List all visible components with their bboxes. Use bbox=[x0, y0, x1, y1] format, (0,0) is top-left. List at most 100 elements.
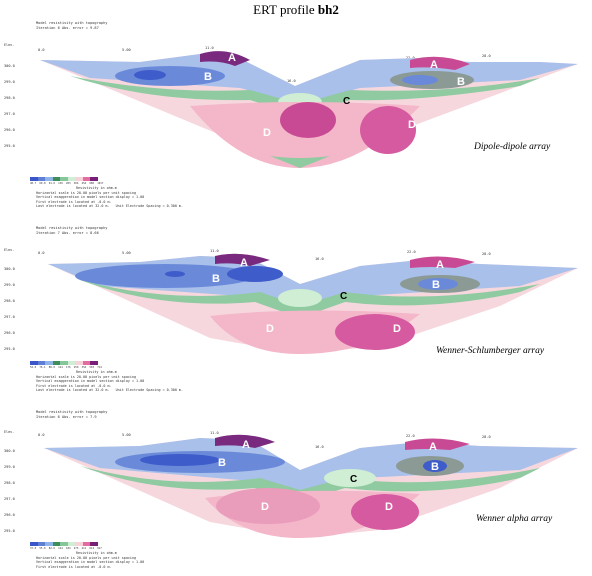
legend-swatch bbox=[30, 177, 38, 181]
zone-b-left-core bbox=[134, 70, 166, 80]
legend-swatch bbox=[82, 361, 90, 365]
elev-tick: 300.0 bbox=[4, 64, 15, 68]
vert-note: Vertical exaggeration in model section d… bbox=[36, 379, 145, 384]
zone-label-d: D bbox=[408, 119, 416, 131]
tick-label: 0.0 bbox=[38, 433, 45, 437]
legend-swatch bbox=[90, 542, 98, 546]
zone-label-d: D bbox=[385, 501, 393, 513]
panel-dipole-dipole: Model resistivity with topography Iterat… bbox=[0, 18, 592, 208]
zone-a-right bbox=[410, 56, 470, 70]
tick-label: 16.0 bbox=[315, 445, 324, 449]
zone-label-b: B bbox=[432, 279, 440, 291]
base-green bbox=[270, 156, 330, 168]
legend-value: 176 bbox=[65, 366, 71, 369]
zone-d-left bbox=[216, 488, 320, 524]
zone-c-body bbox=[324, 469, 376, 487]
legend-value: 1017 bbox=[97, 182, 104, 185]
panel-wenner-schlumberger: Model resistivity with topography Iterat… bbox=[0, 206, 592, 392]
first-electrode-note: First electrode is located at -0.0 m. bbox=[36, 383, 112, 388]
zone-label-a: A bbox=[242, 439, 250, 451]
array-label: Wenner-Schlumberger array bbox=[436, 346, 545, 356]
legend-value: 304 bbox=[73, 182, 79, 185]
legend-values: 37.0 55.0 82.6 124 184 275 411 614 917 bbox=[30, 547, 102, 550]
tick-label: 28.0 bbox=[482, 54, 491, 58]
resistivity-section: 0.0 5.00 11.0 16.0 22.0 28.0 300.0 299.0… bbox=[4, 249, 578, 354]
legend-swatch bbox=[52, 177, 60, 181]
upper-layer bbox=[44, 438, 578, 490]
legend-value: 411 bbox=[81, 547, 87, 550]
zone-label-c: C bbox=[340, 291, 347, 302]
zone-label-a: A bbox=[429, 441, 437, 453]
legend-swatch bbox=[37, 542, 45, 546]
zone-label-b: B bbox=[457, 76, 465, 88]
zone-d-right bbox=[335, 314, 415, 350]
legend-value: 917 bbox=[97, 547, 102, 550]
legend-values: 40.7 60.8 91.0 136 203 304 454 680 1017 bbox=[30, 182, 103, 185]
legend-swatch bbox=[60, 542, 68, 546]
elev-tick: 297.0 bbox=[4, 112, 15, 116]
legend-value: 454 bbox=[81, 182, 87, 185]
iteration-text: Iteration 6 Abs. error = 7.9 bbox=[36, 415, 97, 419]
legend-swatch bbox=[60, 177, 68, 181]
elev-label: Elev. bbox=[4, 248, 15, 252]
zone-b-left-core bbox=[227, 266, 283, 282]
tick-label: 16.0 bbox=[287, 79, 296, 83]
panel-header: Model resistivity with topography Iterat… bbox=[36, 410, 107, 420]
header-title: Model resistivity with topography bbox=[36, 226, 108, 230]
tick-label: 0.0 bbox=[38, 48, 45, 52]
elev-tick: 296.0 bbox=[4, 128, 15, 132]
legend-value: 88.0 bbox=[48, 366, 55, 369]
legend-caption: Resistivity in ohm.m bbox=[76, 186, 117, 190]
panel-header: Model resistivity with topography Iterat… bbox=[36, 21, 107, 31]
scale-note: Horizontal scale is 20.00 pixels per uni… bbox=[36, 374, 137, 379]
tick-label: 28.0 bbox=[482, 252, 491, 256]
legend-value: 37.0 bbox=[30, 547, 37, 550]
legend-swatch bbox=[75, 177, 83, 181]
legend-value: 184 bbox=[65, 547, 71, 550]
legend-value: 354 bbox=[81, 366, 87, 369]
legend-swatch bbox=[90, 177, 98, 181]
legend-swatch bbox=[82, 177, 90, 181]
legend-value: 275 bbox=[73, 547, 79, 550]
zone-label-a: A bbox=[240, 257, 248, 269]
zone-label-b: B bbox=[218, 457, 226, 469]
zone-b-right-core bbox=[402, 75, 438, 85]
elev-tick: 296.0 bbox=[4, 331, 15, 335]
legend-swatch bbox=[52, 542, 60, 546]
tick-label: 5.00 bbox=[122, 48, 131, 52]
array-label: Dipole-dipole array bbox=[474, 142, 551, 152]
header-title: Model resistivity with topography bbox=[36, 410, 108, 414]
zone-b-left-core bbox=[140, 454, 220, 466]
elev-tick: 300.0 bbox=[4, 449, 15, 453]
zone-b-left-body bbox=[75, 264, 255, 288]
zone-d-right bbox=[351, 494, 419, 530]
elev-tick: 295.0 bbox=[4, 347, 15, 351]
zone-d-right bbox=[360, 106, 416, 154]
legend-values: 52.0 76.1 88.0 124 176 250 354 503 714 bbox=[30, 366, 102, 369]
tick-label: 16.0 bbox=[315, 257, 324, 261]
last-electrode-note: Last electrode is located at 32.0 m. Uni… bbox=[36, 388, 183, 393]
iteration-text: Iteration 6 Abs. error = 9.87 bbox=[36, 26, 99, 30]
zone-label-c: C bbox=[343, 96, 350, 107]
tick-label: 22.0 bbox=[406, 434, 415, 438]
legend-swatch bbox=[30, 542, 38, 546]
iteration-text: Iteration 7 Abs. error = 8.66 bbox=[36, 231, 99, 235]
zone-b-right-core bbox=[418, 278, 458, 290]
legend-swatch bbox=[75, 542, 83, 546]
zone-label-d: D bbox=[263, 127, 271, 139]
zone-c-body bbox=[278, 289, 322, 307]
legend-value: 250 bbox=[73, 366, 79, 369]
panel-wenner-alpha: Model resistivity with topography Iterat… bbox=[0, 390, 592, 576]
zone-d-center bbox=[280, 102, 336, 138]
legend-swatch bbox=[45, 542, 53, 546]
elev-tick: 298.0 bbox=[4, 96, 15, 100]
legend-value: 82.6 bbox=[48, 547, 55, 550]
title-profile-id: bh2 bbox=[317, 2, 339, 17]
zone-label-b: B bbox=[204, 71, 212, 83]
zone-a-right bbox=[410, 256, 475, 268]
legend-swatch bbox=[90, 361, 98, 365]
legend-value: 614 bbox=[89, 547, 95, 550]
zone-label-b: B bbox=[212, 273, 220, 285]
vert-note: Vertical exaggeration in model section d… bbox=[36, 560, 145, 565]
panel-header: Model resistivity with topography Iterat… bbox=[36, 226, 107, 236]
